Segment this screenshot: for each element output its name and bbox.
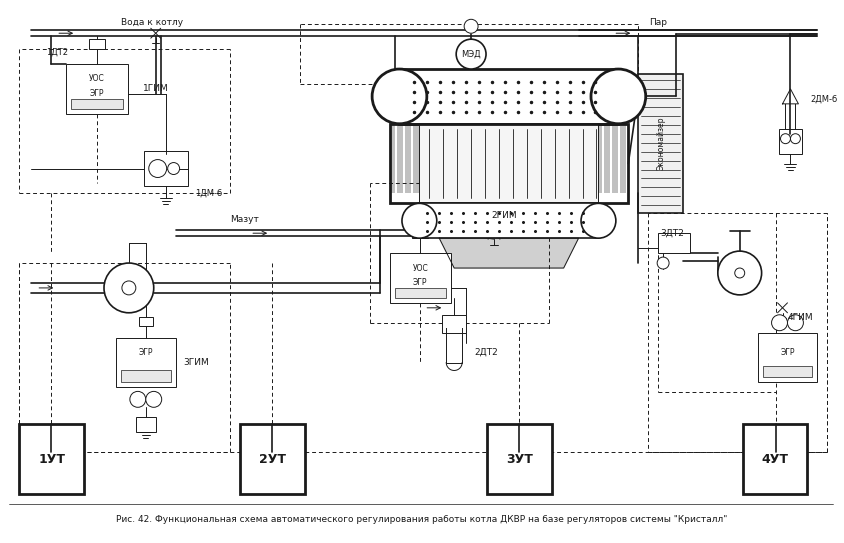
Bar — [743, 424, 808, 494]
Circle shape — [735, 268, 744, 278]
Bar — [399, 69, 619, 124]
Text: Рис. 42. Функциональная схема автоматического регулирования работы котла ДКВР на: Рис. 42. Функциональная схема автоматиче… — [116, 515, 727, 524]
Circle shape — [581, 203, 616, 238]
Bar — [442, 315, 466, 333]
Circle shape — [372, 69, 427, 124]
Text: УОС: УОС — [89, 74, 105, 84]
Text: Вода к котлу: Вода к котлу — [121, 18, 183, 27]
Bar — [19, 424, 84, 494]
Circle shape — [168, 162, 180, 174]
Circle shape — [122, 281, 136, 295]
Polygon shape — [604, 124, 610, 193]
Text: 3ГИМ: 3ГИМ — [184, 358, 209, 367]
Bar — [413, 228, 428, 238]
Text: ЭГР: ЭГР — [138, 348, 153, 357]
Text: ЭГР: ЭГР — [413, 279, 428, 287]
Bar — [419, 203, 598, 238]
Circle shape — [718, 251, 761, 295]
Polygon shape — [572, 124, 578, 193]
Polygon shape — [581, 124, 587, 193]
Bar — [136, 417, 156, 432]
Bar — [121, 370, 170, 382]
Text: Экономайзер: Экономайзер — [656, 117, 665, 171]
Bar — [390, 124, 628, 203]
Text: 1УТ: 1УТ — [38, 452, 65, 465]
Bar — [66, 64, 128, 114]
Polygon shape — [588, 124, 594, 193]
Text: УОС: УОС — [413, 263, 428, 273]
Bar — [138, 317, 153, 326]
Circle shape — [787, 315, 803, 331]
Circle shape — [771, 315, 787, 331]
Circle shape — [657, 257, 669, 269]
Text: 4УТ: 4УТ — [761, 452, 788, 465]
Polygon shape — [437, 124, 443, 193]
Polygon shape — [439, 238, 578, 268]
Text: МЭД: МЭД — [462, 49, 481, 59]
Bar — [658, 233, 690, 253]
Polygon shape — [405, 124, 411, 193]
Bar — [241, 424, 305, 494]
Text: Мазут: Мазут — [230, 215, 259, 224]
Text: 2ГИМ: 2ГИМ — [491, 211, 517, 220]
Polygon shape — [414, 124, 419, 193]
Circle shape — [464, 20, 478, 33]
Circle shape — [146, 392, 162, 407]
Circle shape — [402, 203, 437, 238]
Polygon shape — [430, 124, 436, 193]
Circle shape — [591, 69, 646, 124]
Bar — [487, 424, 552, 494]
Bar — [143, 150, 187, 186]
Text: ЭГР: ЭГР — [780, 348, 795, 357]
Text: 1ГИМ: 1ГИМ — [143, 85, 169, 93]
Polygon shape — [597, 124, 603, 193]
Text: 1ДМ-б: 1ДМ-б — [196, 189, 223, 198]
Circle shape — [149, 160, 166, 178]
Bar — [758, 333, 817, 382]
Text: 3ДТ2: 3ДТ2 — [660, 229, 684, 238]
Bar — [71, 99, 123, 109]
Text: 2УТ: 2УТ — [259, 452, 286, 465]
Bar — [778, 129, 803, 154]
Circle shape — [457, 39, 486, 69]
Polygon shape — [421, 124, 427, 193]
Bar — [390, 253, 452, 303]
Polygon shape — [565, 124, 571, 193]
Text: Пар: Пар — [649, 18, 667, 27]
Polygon shape — [613, 124, 619, 193]
Text: 2ДМ-б: 2ДМ-б — [810, 94, 837, 103]
Text: 4ГИМ: 4ГИМ — [787, 313, 813, 322]
Polygon shape — [390, 124, 396, 193]
Circle shape — [104, 263, 154, 313]
Bar — [116, 338, 176, 387]
Bar — [638, 74, 683, 213]
Text: 2ДТ2: 2ДТ2 — [474, 348, 498, 357]
Polygon shape — [398, 124, 403, 193]
Polygon shape — [620, 124, 626, 193]
Text: 1ДТ2: 1ДТ2 — [46, 48, 68, 56]
Circle shape — [130, 392, 146, 407]
Bar — [419, 124, 598, 203]
Text: ЭГР: ЭГР — [89, 90, 105, 98]
Bar — [394, 288, 446, 298]
Polygon shape — [446, 124, 452, 193]
Bar — [89, 39, 105, 49]
Bar — [763, 365, 813, 377]
Text: 3УТ: 3УТ — [506, 452, 533, 465]
